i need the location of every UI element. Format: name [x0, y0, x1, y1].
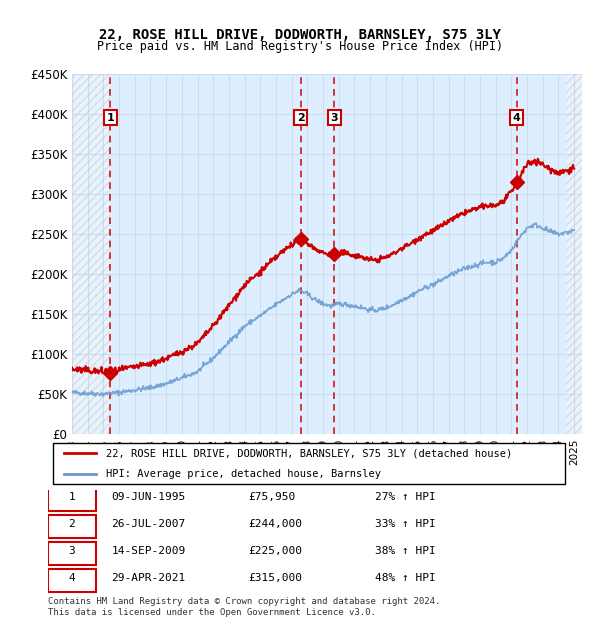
Text: Contains HM Land Registry data © Crown copyright and database right 2024.
This d: Contains HM Land Registry data © Crown c…: [48, 598, 440, 617]
Bar: [72, 74, 110, 434]
Text: 1: 1: [106, 113, 114, 123]
Text: 09-JUN-1995: 09-JUN-1995: [112, 492, 185, 502]
Text: 3: 3: [331, 113, 338, 123]
Text: £75,950: £75,950: [248, 492, 296, 502]
FancyBboxPatch shape: [48, 487, 95, 511]
Text: 14-SEP-2009: 14-SEP-2009: [112, 546, 185, 556]
Bar: [566, 74, 582, 434]
Text: 38% ↑ HPI: 38% ↑ HPI: [376, 546, 436, 556]
FancyBboxPatch shape: [53, 443, 565, 484]
FancyBboxPatch shape: [48, 569, 95, 592]
Text: HPI: Average price, detached house, Barnsley: HPI: Average price, detached house, Barn…: [106, 469, 381, 479]
Text: 27% ↑ HPI: 27% ↑ HPI: [376, 492, 436, 502]
Bar: [72, 74, 110, 434]
Text: 22, ROSE HILL DRIVE, DODWORTH, BARNSLEY, S75 3LY (detached house): 22, ROSE HILL DRIVE, DODWORTH, BARNSLEY,…: [106, 448, 512, 458]
Text: 4: 4: [512, 113, 521, 123]
Text: 22, ROSE HILL DRIVE, DODWORTH, BARNSLEY, S75 3LY: 22, ROSE HILL DRIVE, DODWORTH, BARNSLEY,…: [99, 28, 501, 42]
Text: £315,000: £315,000: [248, 573, 302, 583]
Text: Price paid vs. HM Land Registry's House Price Index (HPI): Price paid vs. HM Land Registry's House …: [97, 40, 503, 53]
Text: 3: 3: [68, 546, 75, 556]
Text: £225,000: £225,000: [248, 546, 302, 556]
Text: 33% ↑ HPI: 33% ↑ HPI: [376, 519, 436, 529]
Text: 48% ↑ HPI: 48% ↑ HPI: [376, 573, 436, 583]
Text: 4: 4: [68, 573, 75, 583]
Text: 26-JUL-2007: 26-JUL-2007: [112, 519, 185, 529]
Bar: [566, 74, 582, 434]
Text: 29-APR-2021: 29-APR-2021: [112, 573, 185, 583]
FancyBboxPatch shape: [48, 515, 95, 538]
Text: £244,000: £244,000: [248, 519, 302, 529]
Text: 2: 2: [297, 113, 305, 123]
Text: 2: 2: [68, 519, 75, 529]
Text: 1: 1: [68, 492, 75, 502]
FancyBboxPatch shape: [48, 542, 95, 565]
